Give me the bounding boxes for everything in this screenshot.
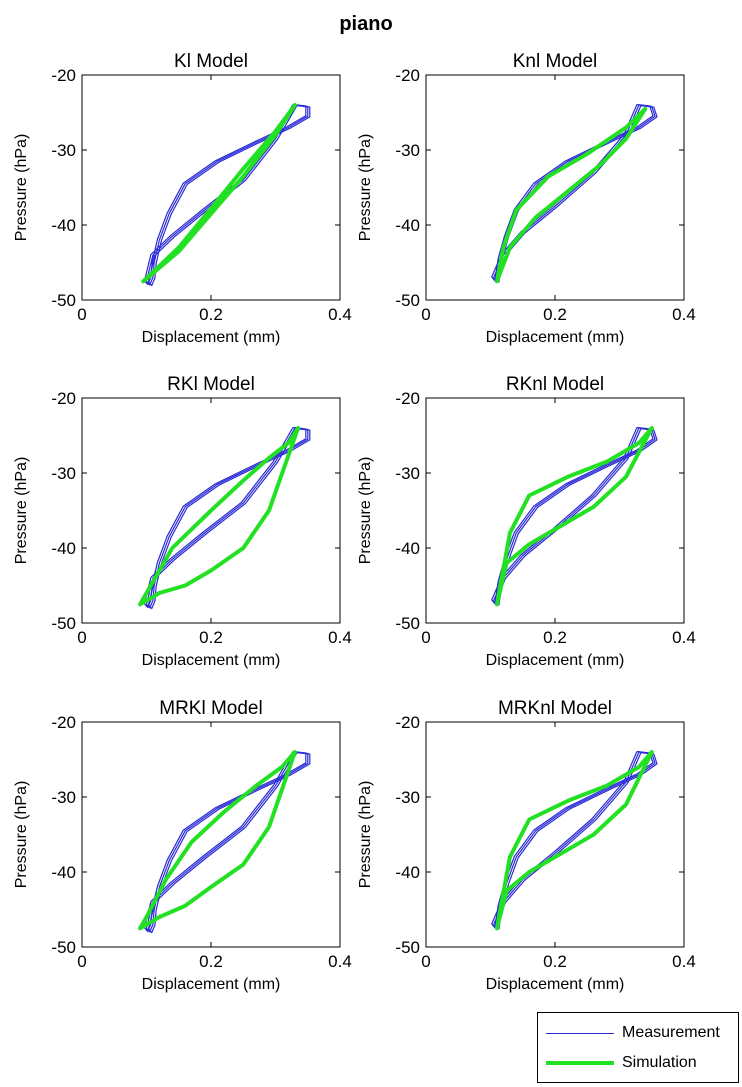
simulation-series-line xyxy=(494,106,648,284)
subplot-title: Kl Model xyxy=(174,51,248,72)
subplot: MRKnl Model 0 0.2 0.4 -20 -30 -40 -50 Displaceme… xyxy=(357,698,696,993)
x-tick-label: 0.2 xyxy=(543,305,567,324)
legend-entry-measurement: Measurement xyxy=(546,1021,736,1045)
subplot: Kl Model 0 0.2 0.4 -20 -30 -40 -50 Displacement … xyxy=(13,51,352,346)
measurement-series-line xyxy=(147,752,311,934)
subplot-title: Knl Model xyxy=(513,51,598,72)
x-axis-label: Displacement (mm) xyxy=(486,652,625,669)
y-tick-label: -50 xyxy=(51,938,76,957)
x-axis-label: Displacement (mm) xyxy=(142,329,281,346)
y-tick-label: -20 xyxy=(395,389,420,408)
x-axis-label: Displacement (mm) xyxy=(142,976,281,993)
simulation-series-line xyxy=(494,750,654,931)
x-tick-label: 0.2 xyxy=(199,305,223,324)
subplot-title: RKnl Model xyxy=(506,374,604,395)
y-tick-label: -50 xyxy=(51,614,76,633)
y-tick-label: -40 xyxy=(395,539,420,558)
measurement-series-line xyxy=(145,104,309,286)
x-tick-label: 0 xyxy=(77,305,86,324)
subplot: RKl Model 0 0.2 0.4 -20 -30 -40 -50 Displacement… xyxy=(13,374,352,669)
measurement-series-line xyxy=(491,426,654,605)
y-tick-label: -40 xyxy=(395,863,420,882)
x-tick-label: 0.4 xyxy=(672,305,696,324)
subplot-title: MRKnl Model xyxy=(498,698,612,719)
y-tick-label: -30 xyxy=(51,464,76,483)
y-tick-label: -40 xyxy=(395,216,420,235)
measurement-series-line xyxy=(491,750,654,929)
subplot: MRKl Model 0 0.2 0.4 -20 -30 -40 -50 Displacemen… xyxy=(13,698,352,993)
x-tick-label: 0.4 xyxy=(672,952,696,971)
plot-frame xyxy=(425,397,685,624)
x-tick-label: 0.2 xyxy=(199,628,223,647)
y-tick-label: -50 xyxy=(395,614,420,633)
x-tick-label: 0 xyxy=(421,305,430,324)
x-axis-label: Displacement (mm) xyxy=(486,329,625,346)
y-tick-label: -30 xyxy=(395,141,420,160)
y-tick-label: -30 xyxy=(51,141,76,160)
y-tick-label: -20 xyxy=(395,713,420,732)
simulation-series-line xyxy=(141,103,297,284)
legend-line-measurement xyxy=(546,1032,614,1034)
subplot-title: MRKl Model xyxy=(159,698,262,719)
y-axis-label: Pressure (hPa) xyxy=(13,781,30,889)
x-tick-label: 0.4 xyxy=(328,952,352,971)
y-tick-label: -20 xyxy=(395,66,420,85)
y-tick-label: -20 xyxy=(51,389,76,408)
y-tick-label: -30 xyxy=(395,464,420,483)
y-tick-label: -50 xyxy=(395,291,420,310)
figure-title: piano xyxy=(339,13,392,35)
x-tick-label: 0.4 xyxy=(328,305,352,324)
plot-frame xyxy=(425,721,685,948)
measurement-series-line xyxy=(147,105,311,287)
x-tick-label: 0.2 xyxy=(543,628,567,647)
x-tick-label: 0 xyxy=(421,628,430,647)
y-axis-label: Pressure (hPa) xyxy=(357,781,374,889)
legend-line-simulation xyxy=(546,1061,614,1065)
legend-entry-simulation: Simulation xyxy=(546,1051,736,1075)
y-axis-label: Pressure (hPa) xyxy=(357,457,374,565)
subplot: Knl Model 0 0.2 0.4 -20 -30 -40 -50 Displacement… xyxy=(357,51,696,346)
simulation-series-line xyxy=(138,750,297,931)
subplot: RKnl Model 0 0.2 0.4 -20 -30 -40 -50 Displacemen… xyxy=(357,374,696,669)
x-axis-label: Displacement (mm) xyxy=(142,652,281,669)
measurement-series-line xyxy=(147,428,311,610)
y-tick-label: -40 xyxy=(51,539,76,558)
x-tick-label: 0.4 xyxy=(672,628,696,647)
legend: Measurement Simulation xyxy=(537,1012,739,1083)
legend-label: Simulation xyxy=(622,1054,697,1071)
x-tick-label: 0.2 xyxy=(543,952,567,971)
y-tick-label: -50 xyxy=(51,291,76,310)
y-tick-label: -20 xyxy=(51,66,76,85)
y-axis-label: Pressure (hPa) xyxy=(357,134,374,242)
plot-frame xyxy=(81,721,341,948)
x-tick-label: 0 xyxy=(77,628,86,647)
y-tick-label: -30 xyxy=(51,788,76,807)
measurement-series-line xyxy=(495,105,658,283)
y-tick-label: -30 xyxy=(395,788,420,807)
simulation-series-line xyxy=(494,426,654,607)
y-axis-label: Pressure (hPa) xyxy=(13,457,30,565)
x-axis-label: Displacement (mm) xyxy=(486,976,625,993)
y-tick-label: -40 xyxy=(51,863,76,882)
y-tick-label: -20 xyxy=(51,713,76,732)
plot-frame xyxy=(81,74,341,301)
x-tick-label: 0 xyxy=(77,952,86,971)
x-tick-label: 0.4 xyxy=(328,628,352,647)
y-tick-label: -40 xyxy=(51,216,76,235)
y-axis-label: Pressure (hPa) xyxy=(13,134,30,242)
legend-label: Measurement xyxy=(622,1024,720,1041)
x-tick-label: 0.2 xyxy=(199,952,223,971)
simulation-series-line xyxy=(138,426,301,607)
measurement-series-line xyxy=(143,103,307,286)
x-tick-label: 0 xyxy=(421,952,430,971)
y-tick-label: -50 xyxy=(395,938,420,957)
subplot-title: RKl Model xyxy=(167,374,255,395)
